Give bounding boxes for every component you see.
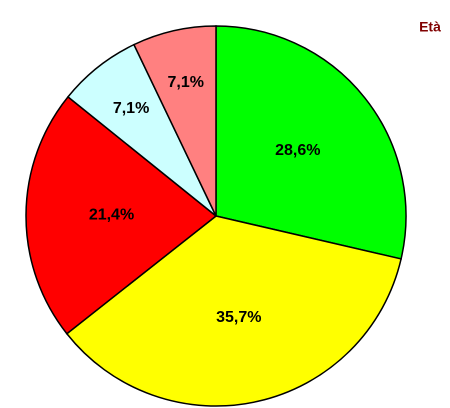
pie-slice (132, 25, 217, 217)
data-label: 35,7% (216, 309, 261, 326)
chart-title: Età (419, 19, 441, 35)
data-label: 21,4% (89, 207, 134, 224)
data-label: 7,1% (113, 100, 149, 117)
data-label: 28,6% (275, 142, 320, 159)
pie-slice (25, 95, 218, 335)
data-label: 7,1% (167, 74, 203, 91)
pie-slice (215, 25, 407, 260)
pie-slice (65, 215, 402, 407)
